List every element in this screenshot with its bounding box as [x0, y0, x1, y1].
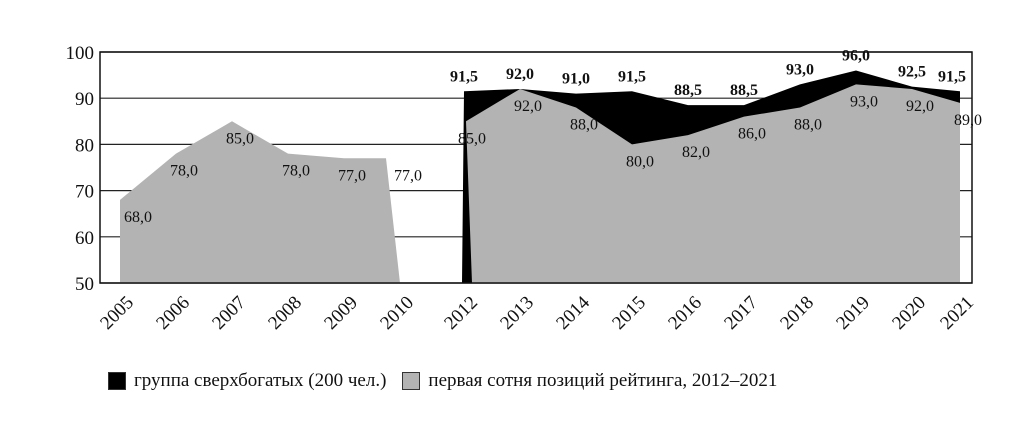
data-label-gray: 78,0: [282, 163, 310, 180]
data-label-gray: 77,0: [394, 167, 422, 184]
data-label-black: 91,5: [938, 68, 966, 85]
y-tick-label: 80: [75, 135, 94, 156]
y-axis-ticks: 50 60 70 80 90 100: [66, 43, 95, 295]
data-label-gray: 68,0: [124, 209, 152, 226]
chart-areas: [120, 70, 960, 283]
data-label-black: 88,5: [730, 82, 758, 99]
data-label-black: 91,5: [618, 68, 646, 85]
data-label-gray: 80,0: [626, 153, 654, 170]
data-label-gray: 78,0: [170, 163, 198, 180]
legend-label-black: группа сверхбогатых (200 чел.): [134, 370, 387, 391]
data-label-gray: 88,0: [794, 116, 822, 133]
x-tick-label: 2006: [152, 292, 194, 334]
x-tick-label: 2019: [832, 292, 874, 334]
x-tick-label: 2014: [552, 292, 594, 334]
x-tick-label: 2008: [264, 292, 306, 334]
plot-frame: [99, 51, 973, 284]
x-tick-label: 2010: [376, 292, 418, 334]
data-label-gray: 85,0: [226, 130, 254, 147]
data-labels: 68,0 78,0 85,0 78,0 77,0 77,0 85,0 92,0 88,0 80,0…: [124, 47, 982, 225]
x-tick-label: 2013: [496, 292, 538, 334]
x-tick-label: 2015: [608, 292, 650, 334]
legend-swatch-gray: [402, 372, 421, 390]
y-tick-label: 100: [66, 43, 95, 64]
legend: группа сверхбогатых (200 чел.) первая со…: [108, 370, 793, 392]
data-label-gray: 92,0: [906, 98, 934, 115]
x-tick-label: 2017: [720, 292, 762, 334]
y-tick-label: 60: [75, 228, 94, 249]
data-label-gray: 93,0: [850, 93, 878, 110]
data-label-black: 93,0: [786, 61, 814, 78]
legend-label-gray: первая сотня позиций рейтинга, 2012–2021: [428, 370, 778, 391]
data-label-gray: 88,0: [570, 116, 598, 133]
x-tick-label: 2012: [440, 292, 482, 334]
y-tick-label: 70: [75, 182, 94, 203]
data-label-gray: 92,0: [514, 98, 542, 115]
data-label-gray: 89,0: [954, 112, 982, 129]
data-label-black: 91,0: [562, 71, 590, 88]
data-label-black: 96,0: [842, 47, 870, 64]
x-tick-label: 2005: [96, 292, 138, 334]
data-label-gray: 86,0: [738, 126, 766, 143]
legend-item-black: группа сверхбогатых (200 чел.): [108, 370, 386, 392]
area-series-gray-2005-2010: [120, 121, 400, 283]
x-tick-label: 2018: [776, 292, 818, 334]
x-tick-label: 2007: [208, 292, 250, 334]
data-label-gray: 82,0: [682, 144, 710, 161]
data-label-black: 92,0: [506, 66, 534, 83]
data-label-gray: 85,0: [458, 130, 486, 147]
area-series-gray-2012-2021: [466, 84, 960, 283]
plot-border: [99, 51, 973, 284]
data-label-gray: 77,0: [338, 167, 366, 184]
data-label-black: 92,5: [898, 64, 926, 81]
x-tick-label: 2021: [936, 292, 978, 334]
x-tick-label: 2009: [320, 292, 362, 334]
legend-swatch-black: [108, 372, 126, 390]
data-label-black: 88,5: [674, 82, 702, 99]
x-tick-label: 2020: [888, 292, 930, 334]
y-tick-label: 90: [75, 89, 94, 110]
y-tick-label: 50: [75, 274, 94, 295]
data-label-black: 91,5: [450, 68, 478, 85]
x-tick-label: 2016: [664, 292, 706, 334]
legend-item-gray: первая сотня позиций рейтинга, 2012–2021: [402, 370, 777, 392]
x-axis-ticks: 2005 2006 2007 2008 2009 2010 2012 2013 2014 2015…: [96, 292, 978, 334]
